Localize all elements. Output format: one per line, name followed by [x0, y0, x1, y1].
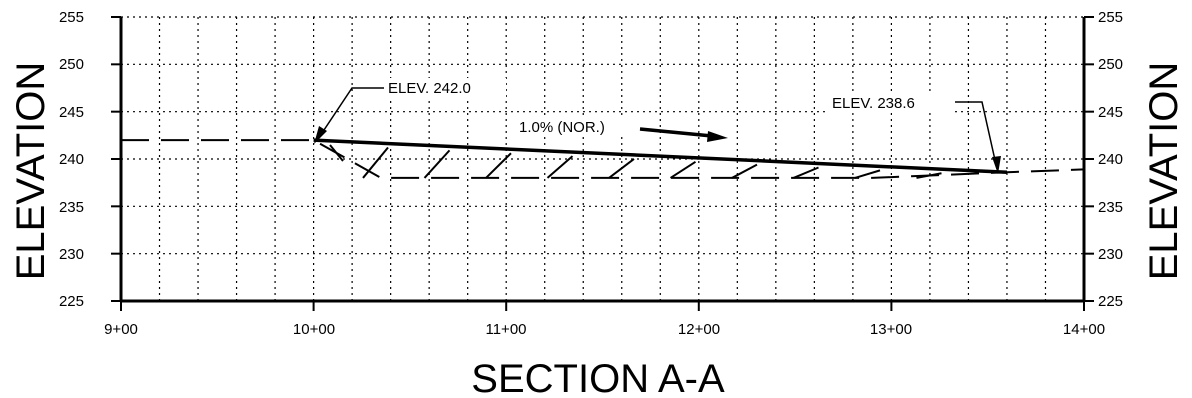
y-tick-label: 230: [59, 246, 84, 263]
elev-right-label: ELEV. 238.6: [832, 95, 915, 112]
fill-hatching: [329, 144, 942, 179]
elev-left-arrowhead: [314, 126, 327, 144]
x-tick-labels: 9+00 10+00 11+00 12+00 13+00 14+00: [104, 321, 1105, 338]
hatch-line: [485, 152, 512, 179]
elev-right-leader: [955, 101, 998, 170]
y-tick-label: 225: [1098, 293, 1123, 310]
slope-arrow: [639, 127, 728, 142]
grid: [121, 16, 1084, 301]
hatch-line: [329, 144, 344, 162]
x-tick-label: 13+00: [870, 321, 912, 338]
x-tick-label: 11+00: [485, 321, 526, 338]
elev-left-leader: [317, 87, 384, 140]
hatch-line: [546, 155, 574, 179]
y-tick-label: 245: [1098, 104, 1123, 121]
y-tick-label: 250: [1098, 56, 1123, 73]
y-tick-label: 235: [59, 199, 84, 216]
hatch-line: [916, 172, 942, 179]
tick-marks: [111, 16, 1094, 311]
hatch-line: [793, 166, 819, 179]
x-tick-label: 9+00: [104, 321, 138, 338]
y-tick-label: 255: [59, 9, 84, 26]
y-tick-label: 245: [59, 104, 84, 121]
existing-ground-line: [121, 139, 1085, 179]
y-tick-label: 240: [1098, 151, 1123, 168]
hatch-line: [731, 163, 758, 179]
x-tick-label: 10+00: [293, 321, 335, 338]
y-tick-label: 235: [1098, 199, 1123, 216]
elev-left-label: ELEV. 242.0: [388, 80, 471, 97]
y-tick-label: 255: [1098, 9, 1123, 26]
hatch-line: [669, 160, 697, 179]
finished-grade-line: [313, 138, 1008, 175]
hatch-line: [423, 149, 451, 179]
y-tick-label: 250: [59, 56, 84, 73]
y-tick-labels-left: 255 250 245 240 235 230 225: [59, 9, 84, 310]
elev-right-arrowhead: [992, 156, 1001, 174]
y-tick-label: 230: [1098, 246, 1123, 263]
left-axis-label: ELEVATION: [9, 62, 53, 281]
hatch-line: [854, 169, 881, 179]
x-tick-label: 12+00: [678, 321, 720, 338]
slope-label: 1.0% (NOR.): [519, 119, 605, 136]
x-tick-label: 14+00: [1063, 321, 1105, 338]
y-tick-label: 240: [59, 151, 84, 168]
hatch-line: [608, 158, 635, 179]
y-tick-label: 225: [59, 293, 84, 310]
hatch-line: [362, 146, 389, 179]
section-title: SECTION A-A: [471, 357, 725, 398]
y-tick-labels-right: 255 250 245 240 235 230 225: [1098, 9, 1123, 310]
right-axis-label: ELEVATION: [1142, 62, 1186, 281]
